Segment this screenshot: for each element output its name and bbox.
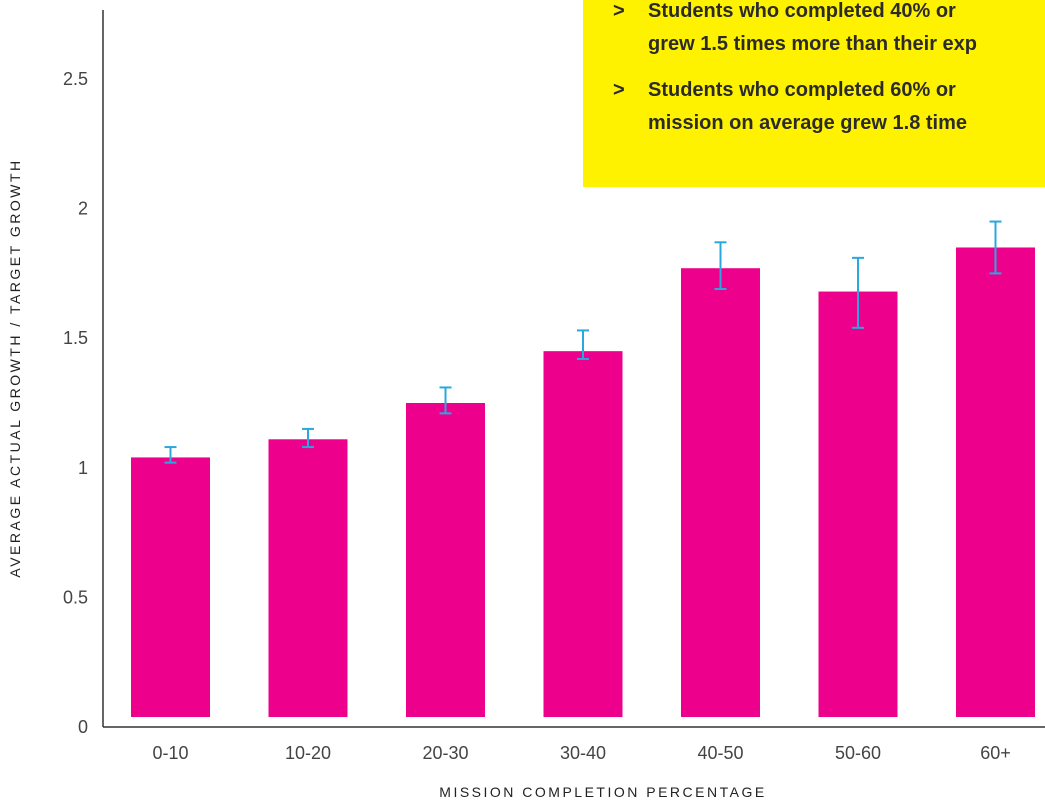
bar	[543, 351, 623, 717]
y-tick-label: 0	[78, 717, 88, 737]
y-tick-label: 1	[78, 458, 88, 478]
axes	[102, 10, 1045, 728]
x-tick-label: 10-20	[285, 743, 331, 763]
error-bar	[302, 427, 314, 449]
x-tick-labels: 0-10 10-20 20-30 30-40 40-50 50-60 60+	[152, 743, 1010, 763]
error-bar	[577, 329, 589, 360]
error-bar	[989, 220, 1002, 275]
x-tick-label: 30-40	[560, 743, 606, 763]
bar	[956, 247, 1035, 718]
x-tick-label: 50-60	[835, 743, 881, 763]
callout: > Students who completed 40% or grew 1.5…	[583, 0, 1045, 187]
callout-bullet-1-line-2: grew 1.5 times more than their exp	[648, 33, 977, 55]
callout-bullet-2-line-1: Students who completed 60% or	[648, 79, 956, 101]
y-tick-label: 2	[78, 199, 88, 219]
bar	[131, 457, 210, 717]
bar	[681, 268, 760, 717]
y-axis-title: AVERAGE ACTUAL GROWTH / TARGET GROWTH	[7, 158, 23, 577]
bar	[268, 439, 348, 717]
callout-bullet-2-marker: >	[613, 79, 625, 101]
x-tick-label: 20-30	[422, 743, 468, 763]
bars	[131, 247, 1035, 718]
y-tick-label: 2.5	[63, 69, 88, 89]
y-tick-labels: 0 0.5 1 1.5 2 2.5	[63, 69, 88, 737]
bar	[818, 291, 898, 717]
y-tick-label: 1.5	[63, 328, 88, 348]
y-tick-label: 0.5	[63, 587, 88, 607]
error-bar	[852, 256, 864, 329]
callout-background	[583, 0, 1045, 187]
error-bar	[714, 241, 727, 290]
x-tick-label: 60+	[980, 743, 1011, 763]
x-tick-label: 0-10	[152, 743, 188, 763]
bar	[406, 403, 485, 717]
error-bars	[164, 220, 1002, 464]
callout-bullet-2-line-2: mission on average grew 1.8 time	[648, 112, 967, 134]
error-bar	[164, 446, 177, 464]
callout-bullet-1-line-1: Students who completed 40% or	[648, 0, 956, 22]
callout-bullet-1-marker: >	[613, 0, 625, 22]
x-axis-title: MISSION COMPLETION PERCENTAGE	[439, 784, 766, 800]
x-tick-label: 40-50	[697, 743, 743, 763]
error-bar	[439, 386, 452, 415]
